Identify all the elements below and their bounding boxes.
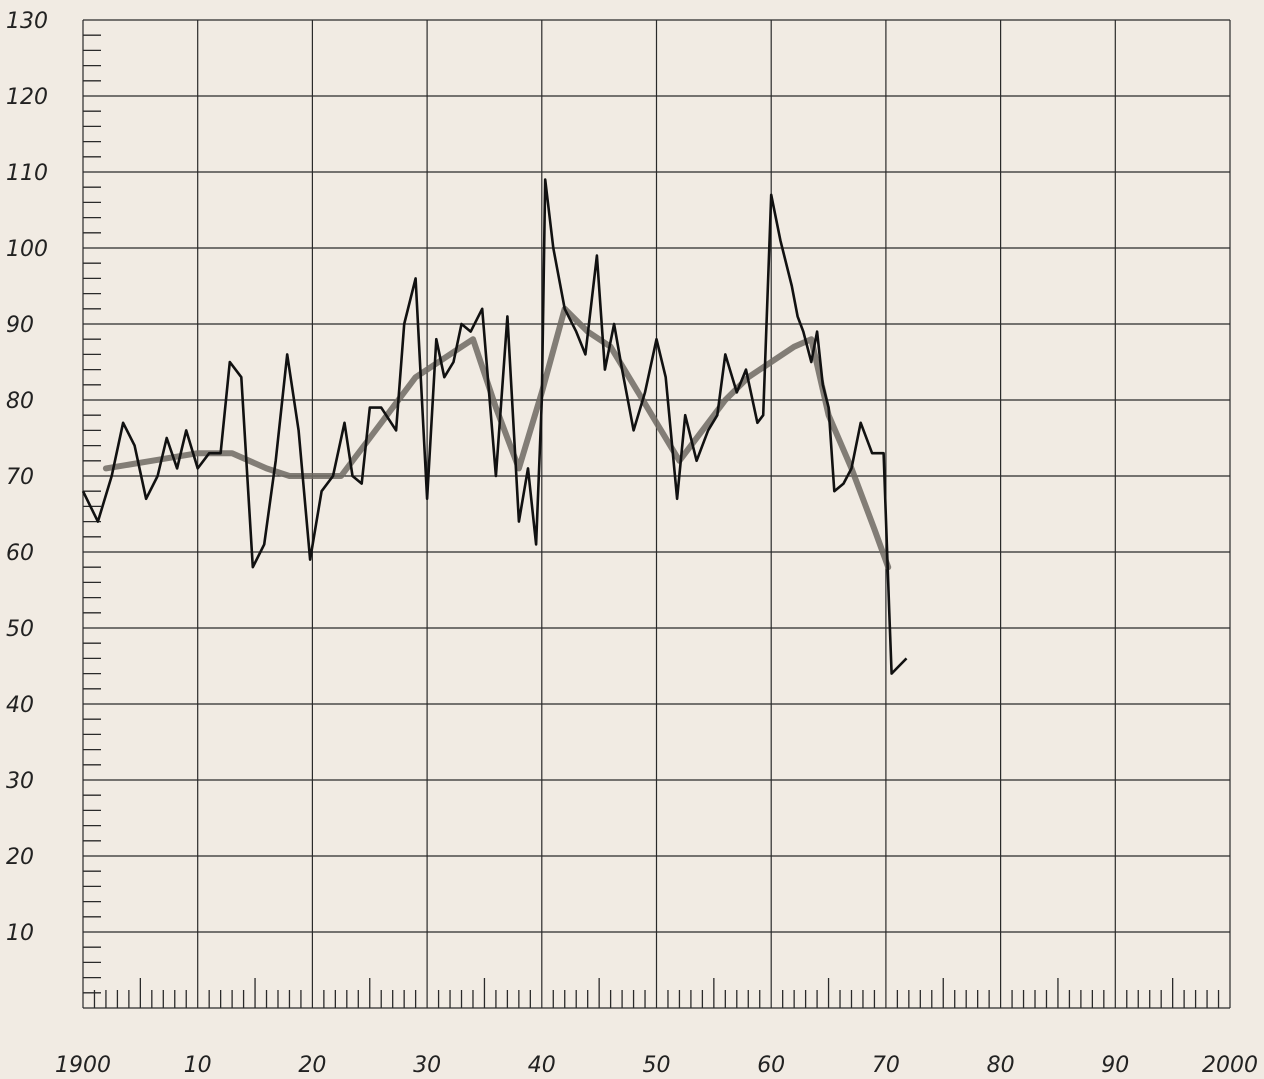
x-tick-label: 20: [298, 1053, 326, 1078]
y-tick-label: 20: [6, 845, 34, 870]
y-tick-label: 10: [6, 921, 34, 946]
x-tick-label: 90: [1101, 1053, 1129, 1078]
x-axis-tick-labels: 1900 10 20 30 40 50 60 70 80 90 2000: [55, 1053, 1258, 1078]
y-tick-label: 70: [6, 465, 34, 490]
y-tick-label: 90: [6, 313, 34, 338]
series-layer: [81, 178, 908, 675]
y-tick-label: 60: [6, 541, 34, 566]
x-tick-label: 70: [872, 1053, 900, 1078]
x-tick-label: 30: [413, 1053, 441, 1078]
y-tick-label: 80: [6, 389, 34, 414]
minor-ticks: [83, 34, 1220, 1008]
y-tick-label: 110: [6, 161, 48, 186]
x-tick-label: 1900: [55, 1053, 111, 1078]
y-tick-label: 120: [6, 85, 48, 110]
y-axis-tick-labels: 10 20 30 40 50 60 70 80 90 100 110 120 130: [6, 9, 48, 946]
x-tick-label: 80: [987, 1053, 1015, 1078]
y-tick-label: 40: [6, 693, 34, 718]
raw-series-line: [81, 178, 908, 675]
y-tick-label: 30: [6, 769, 34, 794]
x-tick-label: 10: [184, 1053, 212, 1078]
x-tick-label: 40: [528, 1053, 556, 1078]
y-tick-label: 130: [6, 9, 48, 34]
x-tick-label: 60: [757, 1053, 785, 1078]
y-tick-label: 100: [6, 237, 48, 262]
x-tick-label: 50: [643, 1053, 671, 1078]
grid: [82, 19, 1231, 1009]
x-tick-label: 2000: [1202, 1053, 1258, 1078]
y-tick-label: 50: [6, 617, 34, 642]
